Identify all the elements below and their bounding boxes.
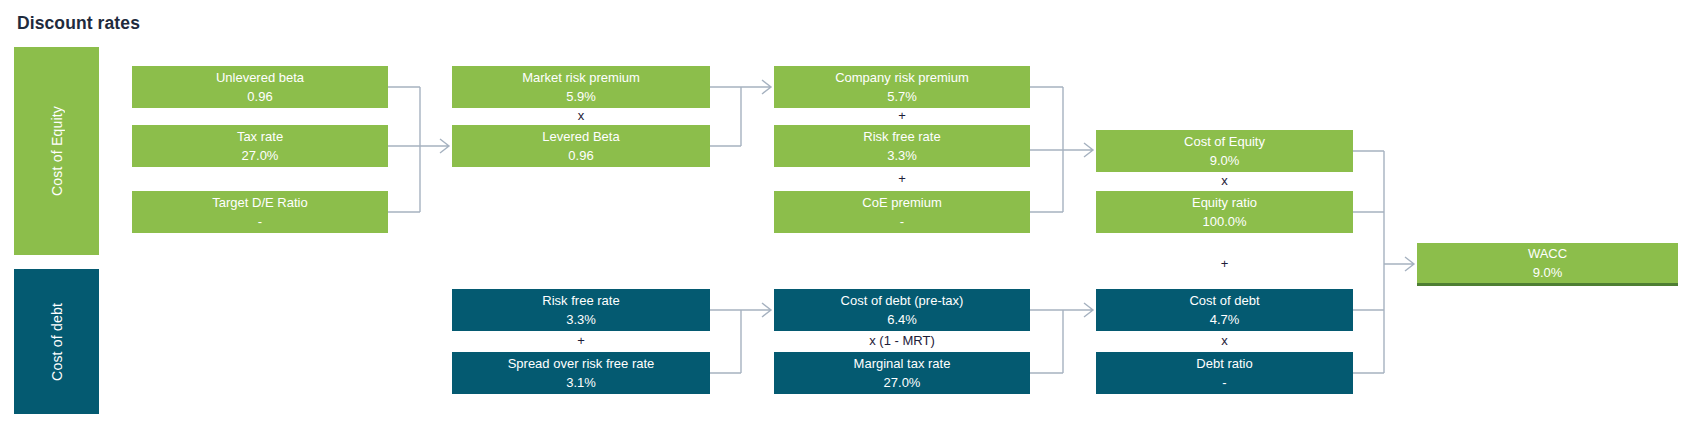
connector-equity-c2-c3 [710, 80, 771, 146]
box-wacc: WACC 9.0% [1417, 243, 1678, 286]
box-value: 3.3% [887, 147, 917, 165]
box-unlevered-beta: Unlevered beta 0.96 [132, 66, 388, 108]
box-cost-of-debt-pretax: Cost of debt (pre-tax) 6.4% [774, 289, 1030, 331]
box-value: 5.9% [566, 88, 596, 106]
connector-debt-c3-c4 [1030, 303, 1093, 373]
box-value: 5.7% [887, 88, 917, 106]
operator-plus: + [774, 170, 1030, 188]
box-label: Cost of debt [1189, 292, 1259, 310]
box-value: 3.1% [566, 374, 596, 392]
box-value: - [1222, 374, 1226, 392]
box-value: 9.0% [1210, 152, 1240, 170]
box-label: Company risk premium [835, 69, 969, 87]
box-value: - [900, 213, 904, 231]
operator-plus: + [774, 107, 1030, 125]
box-company-risk-premium: Company risk premium 5.7% [774, 66, 1030, 108]
box-label: Risk free rate [542, 292, 619, 310]
box-label: WACC [1528, 245, 1567, 263]
box-value: 4.7% [1210, 311, 1240, 329]
box-coe-premium: CoE premium - [774, 191, 1030, 233]
box-value: 6.4% [887, 311, 917, 329]
sidebar-cost-of-equity: Cost of Equity [14, 47, 99, 255]
box-market-risk-premium: Market risk premium 5.9% [452, 66, 710, 108]
box-equity-ratio: Equity ratio 100.0% [1096, 191, 1353, 233]
sidebar-cost-of-equity-label: Cost of Equity [49, 106, 65, 196]
sidebar-cost-of-debt-label: Cost of debt [49, 303, 65, 381]
box-debt-ratio: Debt ratio - [1096, 352, 1353, 394]
box-risk-free-rate-equity: Risk free rate 3.3% [774, 125, 1030, 167]
operator-plus-equity-debt: + [1096, 255, 1353, 273]
box-label: Target D/E Ratio [212, 194, 307, 212]
box-label: Market risk premium [522, 69, 640, 87]
box-label: Equity ratio [1192, 194, 1257, 212]
operator-multiply: x [1096, 332, 1353, 350]
box-label: Cost of Equity [1184, 133, 1265, 151]
box-label: Levered Beta [542, 128, 619, 146]
box-tax-rate: Tax rate 27.0% [132, 125, 388, 167]
box-label: Tax rate [237, 128, 283, 146]
operator-plus: + [452, 332, 710, 350]
box-value: - [258, 213, 262, 231]
connector-equity-c1-c2 [388, 87, 449, 212]
box-value: 0.96 [247, 88, 272, 106]
box-label: Spread over risk free rate [508, 355, 655, 373]
box-levered-beta: Levered Beta 0.96 [452, 125, 710, 167]
box-label: Unlevered beta [216, 69, 304, 87]
box-spread-over-risk-free-rate: Spread over risk free rate 3.1% [452, 352, 710, 394]
operator-multiply: x [452, 107, 710, 125]
sidebar-cost-of-debt: Cost of debt [14, 269, 99, 414]
box-label: CoE premium [862, 194, 941, 212]
box-value: 0.96 [568, 147, 593, 165]
operator-one-minus-mrt: x (1 - MRT) [774, 332, 1030, 350]
box-label: Risk free rate [863, 128, 940, 146]
box-risk-free-rate-debt: Risk free rate 3.3% [452, 289, 710, 331]
box-value: 27.0% [884, 374, 921, 392]
box-target-de-ratio: Target D/E Ratio - [132, 191, 388, 233]
connector-equity-c3-c4 [1030, 87, 1093, 212]
box-value: 9.0% [1533, 264, 1563, 282]
operator-multiply: x [1096, 172, 1353, 190]
box-value: 3.3% [566, 311, 596, 329]
discount-rates-diagram: Discount rates Cost of Equity Cost of de… [0, 0, 1702, 426]
connector-debt-c2-c3 [710, 303, 771, 373]
box-cost-of-equity: Cost of Equity 9.0% [1096, 130, 1353, 172]
box-label: Marginal tax rate [854, 355, 951, 373]
box-value: 100.0% [1202, 213, 1246, 231]
box-label: Debt ratio [1196, 355, 1252, 373]
box-label: Cost of debt (pre-tax) [841, 292, 964, 310]
box-cost-of-debt: Cost of debt 4.7% [1096, 289, 1353, 331]
box-marginal-tax-rate: Marginal tax rate 27.0% [774, 352, 1030, 394]
connector-c4-wacc [1353, 151, 1414, 373]
box-value: 27.0% [242, 147, 279, 165]
